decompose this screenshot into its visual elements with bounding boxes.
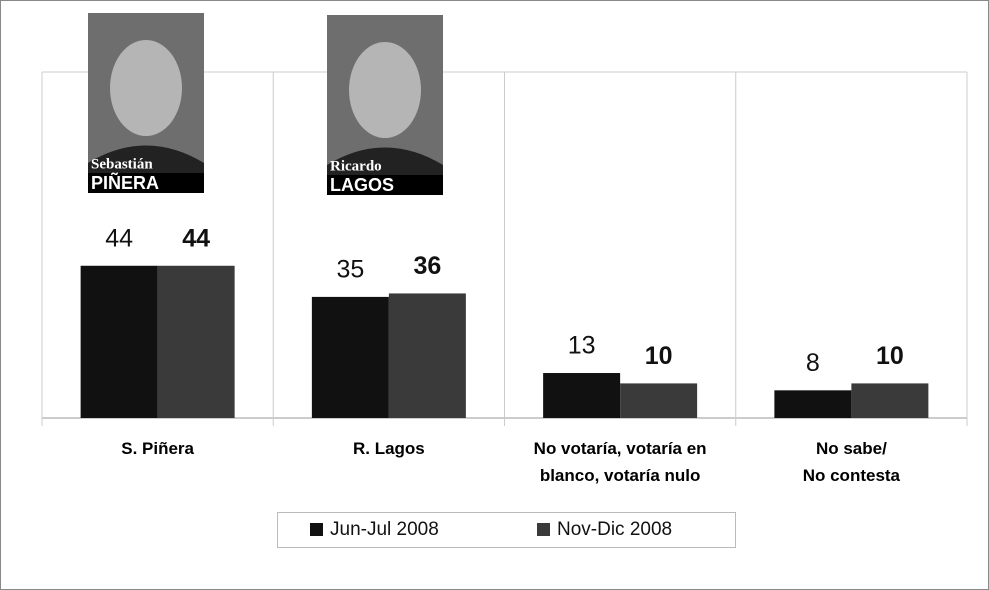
legend-swatch: [310, 523, 323, 536]
x-tick-line: S. Piñera: [121, 439, 194, 458]
legend-label: Nov-Dic 2008: [557, 519, 672, 540]
data-label: 44: [182, 224, 210, 252]
bar: [389, 293, 466, 418]
x-tick-label: S. Piñera: [121, 439, 194, 458]
photo-face: [349, 42, 421, 138]
photo-face: [110, 40, 182, 136]
x-tick-line: No votaría, votaría en: [534, 439, 707, 458]
photo-last-name: PIÑERA: [91, 172, 159, 193]
bar: [81, 266, 158, 418]
chart: SebastiánPIÑERA RicardoLAGOS S. Piñera 44 44…: [0, 0, 989, 590]
bar: [158, 266, 235, 418]
x-tick-line: No contesta: [803, 466, 901, 485]
legend-swatch: [537, 523, 550, 536]
data-label: 44: [105, 224, 133, 252]
data-label: 36: [413, 252, 441, 280]
data-label: 10: [645, 342, 673, 370]
data-label: 35: [336, 256, 364, 284]
data-label: 13: [568, 332, 596, 360]
x-tick-line: blanco, votaría nulo: [540, 466, 701, 485]
x-tick-line: No sabe/: [816, 439, 887, 458]
x-tick-line: R. Lagos: [353, 439, 425, 458]
legend-label: Jun-Jul 2008: [330, 519, 439, 540]
photo-last-name: LAGOS: [330, 175, 394, 195]
bar: [312, 297, 389, 418]
bar: [543, 373, 620, 418]
data-label: 8: [806, 349, 820, 377]
photo-first-name: Ricardo: [330, 158, 382, 174]
bar: [620, 383, 697, 418]
x-tick-label: R. Lagos: [353, 439, 425, 458]
bar: [851, 383, 928, 418]
photo-first-name: Sebastián: [91, 156, 153, 172]
bar: [774, 390, 851, 418]
data-label: 10: [876, 342, 904, 370]
